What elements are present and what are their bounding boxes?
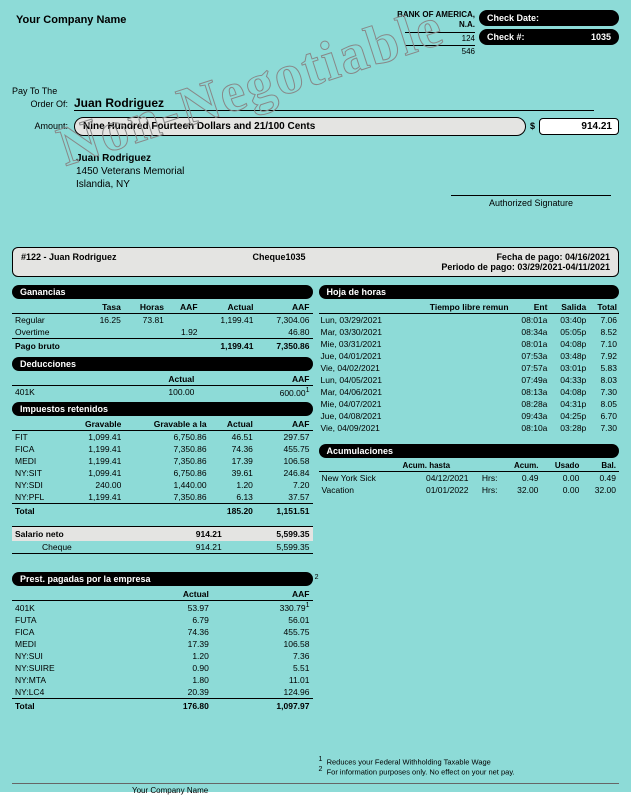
check-meta: Check Date: Check #:1035 bbox=[479, 10, 619, 58]
taxes-table: GravableGravable a laActualAAF FIT1,099.… bbox=[12, 418, 313, 518]
amount-words: Nine Hundred Fourteen Dollars and 21/100… bbox=[74, 117, 526, 136]
pay-to: Pay To The Order Of:Juan Rodriguez bbox=[12, 86, 619, 111]
section-taxes: Impuestos retenidos bbox=[12, 402, 313, 416]
bank-info: BANK OF AMERICA, N.A. 124 546 bbox=[397, 10, 475, 58]
right-column: Hoja de horas Tiempo libre remunEntSalid… bbox=[319, 281, 620, 777]
page-footer: Your Company Name bbox=[12, 783, 619, 795]
earnings-table: TasaHorasAAFActualAAF Regular16.2573.811… bbox=[12, 301, 313, 353]
footnotes: 1 Reduces your Federal Withholding Taxab… bbox=[319, 756, 620, 777]
check-header: Your Company Name BANK OF AMERICA, N.A. … bbox=[12, 10, 619, 58]
payee-address: Juan Rodriguez 1450 Veterans Memorial Is… bbox=[76, 152, 619, 191]
section-employer: Prest. pagadas por la empresa bbox=[12, 572, 313, 586]
section-accruals: Acumulaciones bbox=[319, 444, 620, 458]
amount-value: 914.21 bbox=[539, 118, 619, 135]
timesheet-table: Tiempo libre remunEntSalidaTotal Lun, 03… bbox=[319, 301, 620, 434]
net-table: Salario neto914.215,599.35 Cheque914.215… bbox=[12, 526, 313, 558]
employer-table: ActualAAF 401K53.97330.791FUTA6.7956.01F… bbox=[12, 588, 313, 713]
section-timesheet: Hoja de horas bbox=[319, 285, 620, 299]
left-column: Ganancias TasaHorasAAFActualAAF Regular1… bbox=[12, 281, 313, 777]
amount-row: Amount: Nine Hundred Fourteen Dollars an… bbox=[12, 117, 619, 136]
section-deductions: Deducciones bbox=[12, 357, 313, 371]
paystub-page: Non-Negotiable Your Company Name BANK OF… bbox=[0, 0, 631, 792]
accruals-table: Acum. hastaAcum.UsadoBal. New York Sick0… bbox=[319, 460, 620, 496]
payee-name: Juan Rodriguez bbox=[74, 96, 594, 111]
stub-header: #122 - Juan Rodriguez Cheque1035 Fecha d… bbox=[12, 247, 619, 277]
section-earnings: Ganancias bbox=[12, 285, 313, 299]
deductions-table: ActualAAF 401K100.00600.001 bbox=[12, 373, 313, 399]
company-name: Your Company Name bbox=[12, 10, 126, 58]
signature: Authorized Signature bbox=[451, 195, 611, 208]
